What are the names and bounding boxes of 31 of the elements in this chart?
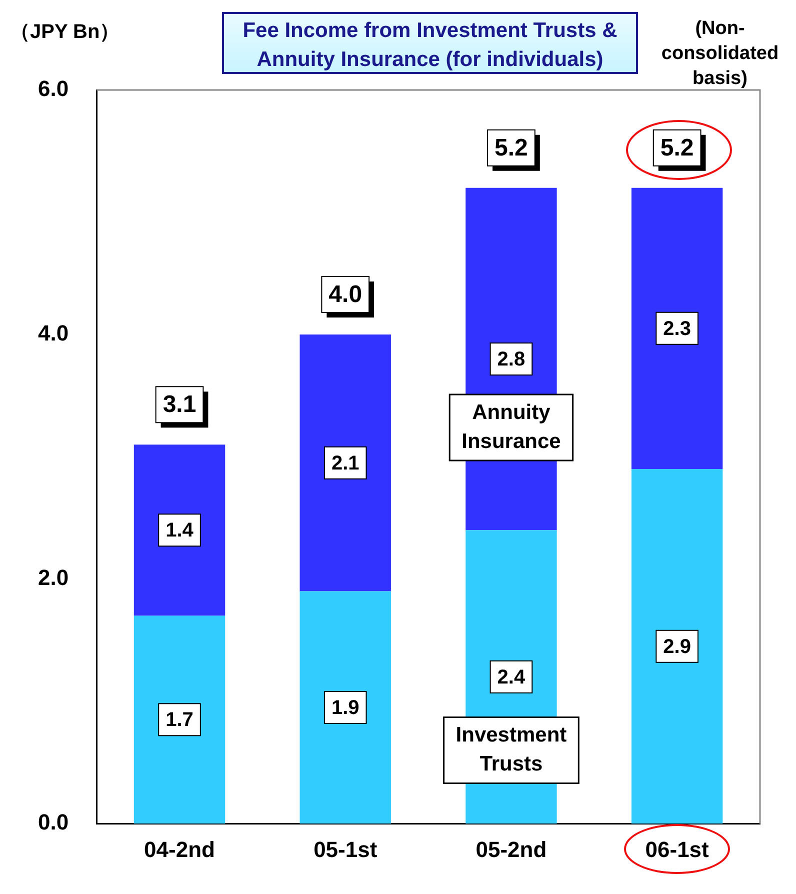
data-label: 2.4 xyxy=(497,666,526,688)
series-label: Annuity Insurance xyxy=(462,400,561,453)
bar xyxy=(300,334,391,592)
y-tick-label: 4.0 xyxy=(38,320,69,346)
bar xyxy=(631,469,723,824)
data-label: 2.9 xyxy=(663,636,691,658)
total-label: 3.1 xyxy=(162,391,196,418)
x-tick-label: 05-1st xyxy=(314,836,378,862)
y-tick-label: 0.0 xyxy=(38,810,69,835)
data-label: 1.9 xyxy=(331,696,360,719)
y-tick-label: 2.0 xyxy=(38,565,69,590)
x-tick-label: 04-2nd xyxy=(144,836,215,862)
data-label: 2.8 xyxy=(497,348,526,370)
x-tick-label: 05-2nd xyxy=(476,836,547,862)
series-label: Investment Trusts xyxy=(456,724,567,776)
data-label: 2.1 xyxy=(331,452,360,474)
bar xyxy=(300,591,391,824)
total-label: 4.0 xyxy=(328,281,362,308)
bar xyxy=(134,616,226,824)
total-label: 5.2 xyxy=(494,134,528,162)
y-axis-title: （JPY Bn） xyxy=(10,20,120,45)
data-label: 1.4 xyxy=(166,520,194,542)
text: (Non-consolidated basis) xyxy=(660,17,780,91)
data-label: 2.3 xyxy=(663,318,691,340)
bar xyxy=(134,444,226,616)
bar xyxy=(631,188,723,470)
y-tick-label: 6.0 xyxy=(38,76,69,102)
total-label: 5.2 xyxy=(660,134,694,162)
chart-title: Fee Income from Investment Trusts & Annuity Insurance (for individuals) xyxy=(222,12,638,74)
data-label: 1.7 xyxy=(166,709,194,732)
x-tick-label: 06-1st xyxy=(645,836,710,862)
